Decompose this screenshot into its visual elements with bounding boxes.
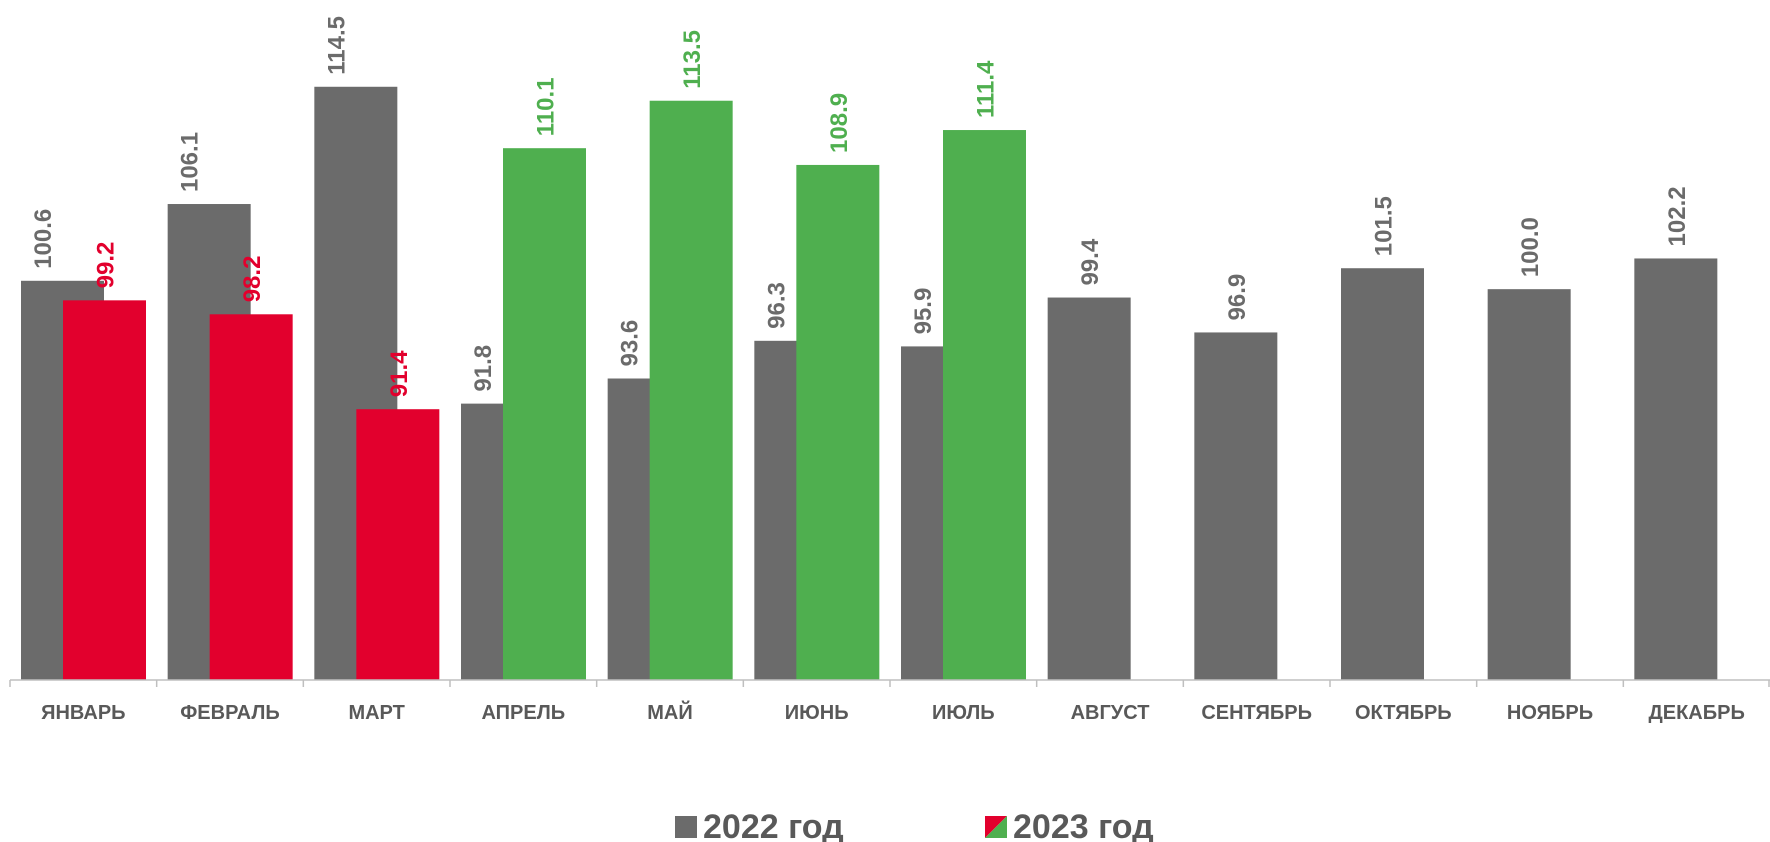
- data-label-2023-6: 108.9: [826, 93, 853, 153]
- data-label-2022-10: 101.5: [1371, 196, 1398, 256]
- data-label-2022-9: 96.9: [1224, 274, 1251, 321]
- bar-2023-2: [209, 314, 293, 680]
- x-tick-label-4: АПРЕЛЬ: [482, 702, 566, 724]
- x-tick-label-8: АВГУСТ: [1071, 702, 1150, 724]
- data-label-2023-5: 113.5: [679, 30, 706, 89]
- legend-label-2023: 2023 год: [1013, 808, 1154, 842]
- data-labels-group: 99.2 100.6 98.2 106.1 91.4 114.5 110.1 91.8 113.…: [30, 16, 1691, 397]
- bar-2023-4: [503, 148, 586, 680]
- x-tick-label-5: МАЙ: [647, 700, 692, 724]
- data-label-2023-3: 91.4: [386, 350, 413, 397]
- bar-2022-10: [1341, 268, 1424, 680]
- x-tick-label-10: ОКТЯБРЬ: [1355, 702, 1452, 724]
- legend-swatch-2022: [675, 816, 697, 838]
- legend-swatch-2023-green: [985, 816, 1007, 838]
- data-label-2022-4: 91.8: [470, 345, 497, 392]
- legend-label-2022: 2022 год: [703, 808, 844, 842]
- bar-2022-8: [1047, 297, 1131, 680]
- bars-group: [21, 86, 1718, 681]
- legend: 2022 год 2023 год: [675, 808, 1154, 842]
- x-tick-label-3: МАРТ: [348, 702, 404, 724]
- bar-2023-5: [649, 100, 733, 680]
- x-tick-label-2: ФЕВРАЛЬ: [180, 702, 280, 724]
- data-label-2023-7: 111.4: [973, 60, 1000, 118]
- data-label-2023-2: 98.2: [239, 256, 266, 303]
- data-label-2023-1: 99.2: [93, 242, 120, 289]
- x-tick-label-12: ДЕКАБРЬ: [1649, 702, 1745, 724]
- x-tick-label-9: СЕНТЯБРЬ: [1201, 702, 1312, 724]
- data-label-2022-12: 102.2: [1664, 186, 1691, 246]
- data-label-2022-5: 93.6: [617, 320, 644, 367]
- bar-2022-11: [1487, 289, 1571, 680]
- data-label-2022-2: 106.1: [177, 132, 204, 192]
- bar-2022-9: [1194, 332, 1278, 680]
- data-label-2022-1: 100.6: [30, 209, 57, 269]
- data-label-2022-6: 96.3: [763, 282, 790, 329]
- x-tick-label-1: ЯНВАРЬ: [41, 702, 125, 724]
- x-tick-label-7: ИЮЛЬ: [932, 702, 995, 724]
- x-tick-label-11: НОЯБРЬ: [1507, 702, 1593, 724]
- x-axis: ЯНВАРЬ ФЕВРАЛЬ МАРТ АПРЕЛЬ МАЙ ИЮНЬ ИЮЛЬ АВГУСТ…: [9, 679, 1770, 724]
- bar-2023-1: [63, 300, 146, 680]
- bar-2023-3: [356, 409, 440, 680]
- data-label-2022-7: 95.9: [910, 288, 937, 335]
- bar-2023-6: [796, 164, 880, 680]
- x-tick-label-6: ИЮНЬ: [785, 702, 849, 724]
- data-label-2022-8: 99.4: [1077, 238, 1104, 285]
- data-label-2022-11: 100.0: [1517, 217, 1544, 277]
- data-label-2023-4: 110.1: [533, 77, 560, 136]
- data-label-2022-3: 114.5: [323, 16, 350, 75]
- bar-2022-12: [1634, 258, 1718, 680]
- bar-2023-7: [943, 130, 1026, 680]
